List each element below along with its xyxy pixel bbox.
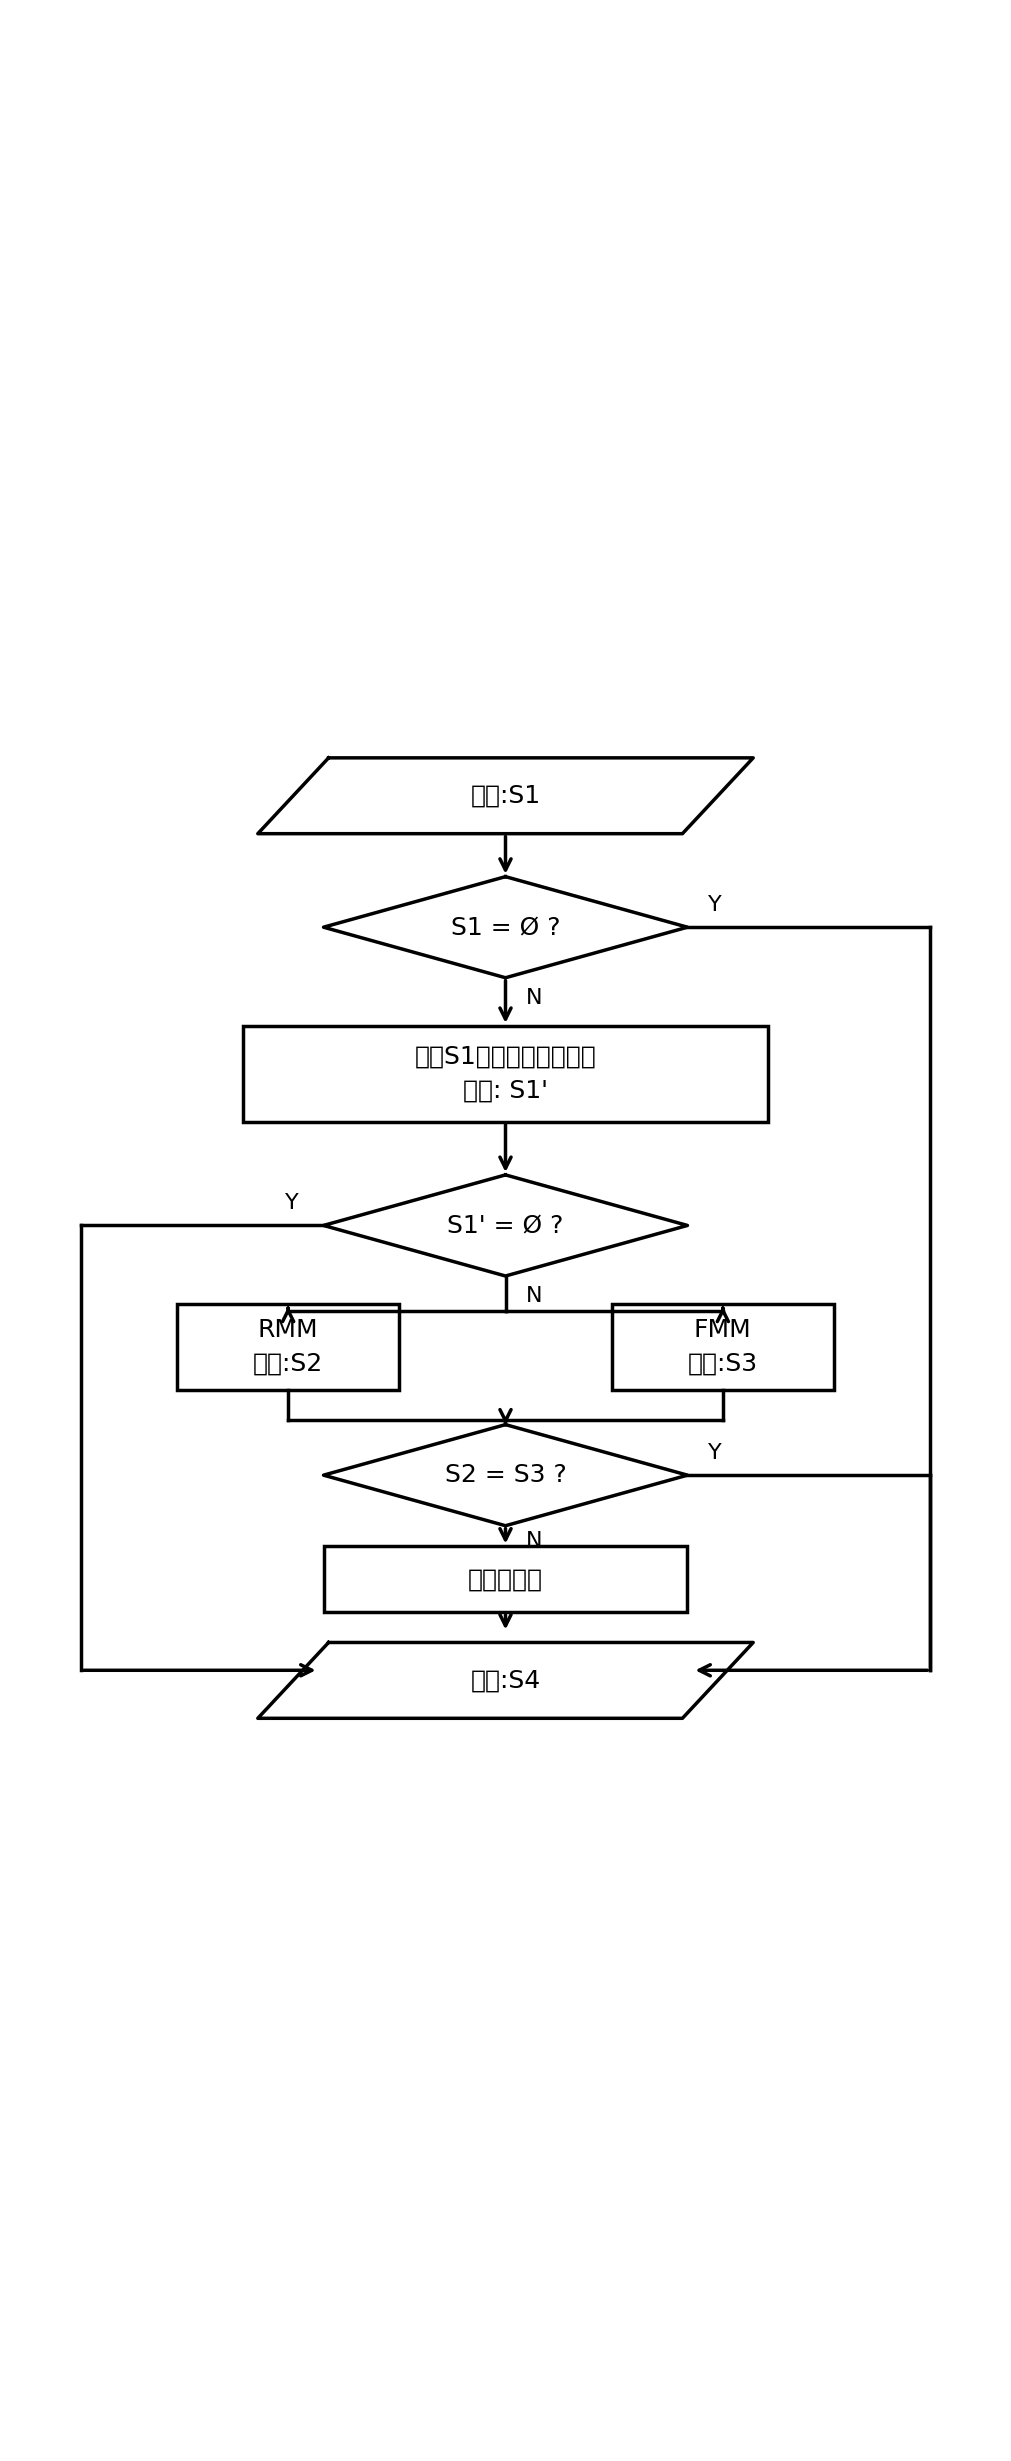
Text: 输出:S4: 输出:S4: [470, 1669, 541, 1693]
Text: Y: Y: [708, 1442, 722, 1462]
Text: N: N: [526, 987, 542, 1009]
Text: N: N: [526, 1531, 542, 1550]
Text: Y: Y: [708, 896, 722, 915]
Text: RMM
输出:S2: RMM 输出:S2: [253, 1319, 324, 1376]
Text: FMM
输出:S3: FMM 输出:S3: [687, 1319, 758, 1376]
Text: S1' = Ø ?: S1' = Ø ?: [447, 1213, 564, 1238]
Bar: [177, 1304, 399, 1390]
Text: 去除S1中非中文汉字符号
输出: S1': 去除S1中非中文汉字符号 输出: S1': [415, 1046, 596, 1103]
Text: 输入:S1: 输入:S1: [470, 783, 541, 807]
Text: 规则集处理: 规则集处理: [468, 1568, 543, 1592]
Bar: [612, 1304, 834, 1390]
Text: S1 = Ø ?: S1 = Ø ?: [451, 915, 560, 940]
Bar: [324, 1546, 687, 1612]
Text: S2 = S3 ?: S2 = S3 ?: [445, 1464, 566, 1486]
Bar: [243, 1026, 768, 1122]
Text: N: N: [526, 1287, 542, 1307]
Text: Y: Y: [284, 1194, 298, 1213]
